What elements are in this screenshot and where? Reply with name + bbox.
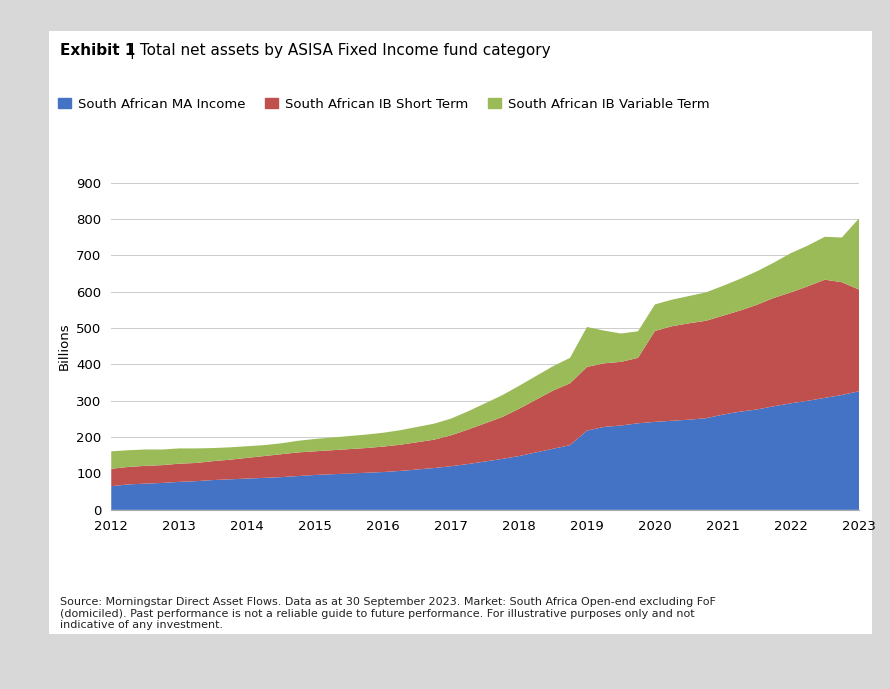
Text: Source: Morningstar Direct Asset Flows. Data as at 30 September 2023. Market: So: Source: Morningstar Direct Asset Flows. … [60, 597, 716, 630]
Text: Exhibit 1: Exhibit 1 [60, 43, 135, 59]
Y-axis label: Billions: Billions [58, 322, 70, 370]
Legend: South African MA Income, South African IB Short Term, South African IB Variable : South African MA Income, South African I… [58, 98, 709, 110]
Text: | Total net assets by ASISA Fixed Income fund category: | Total net assets by ASISA Fixed Income… [125, 43, 551, 59]
